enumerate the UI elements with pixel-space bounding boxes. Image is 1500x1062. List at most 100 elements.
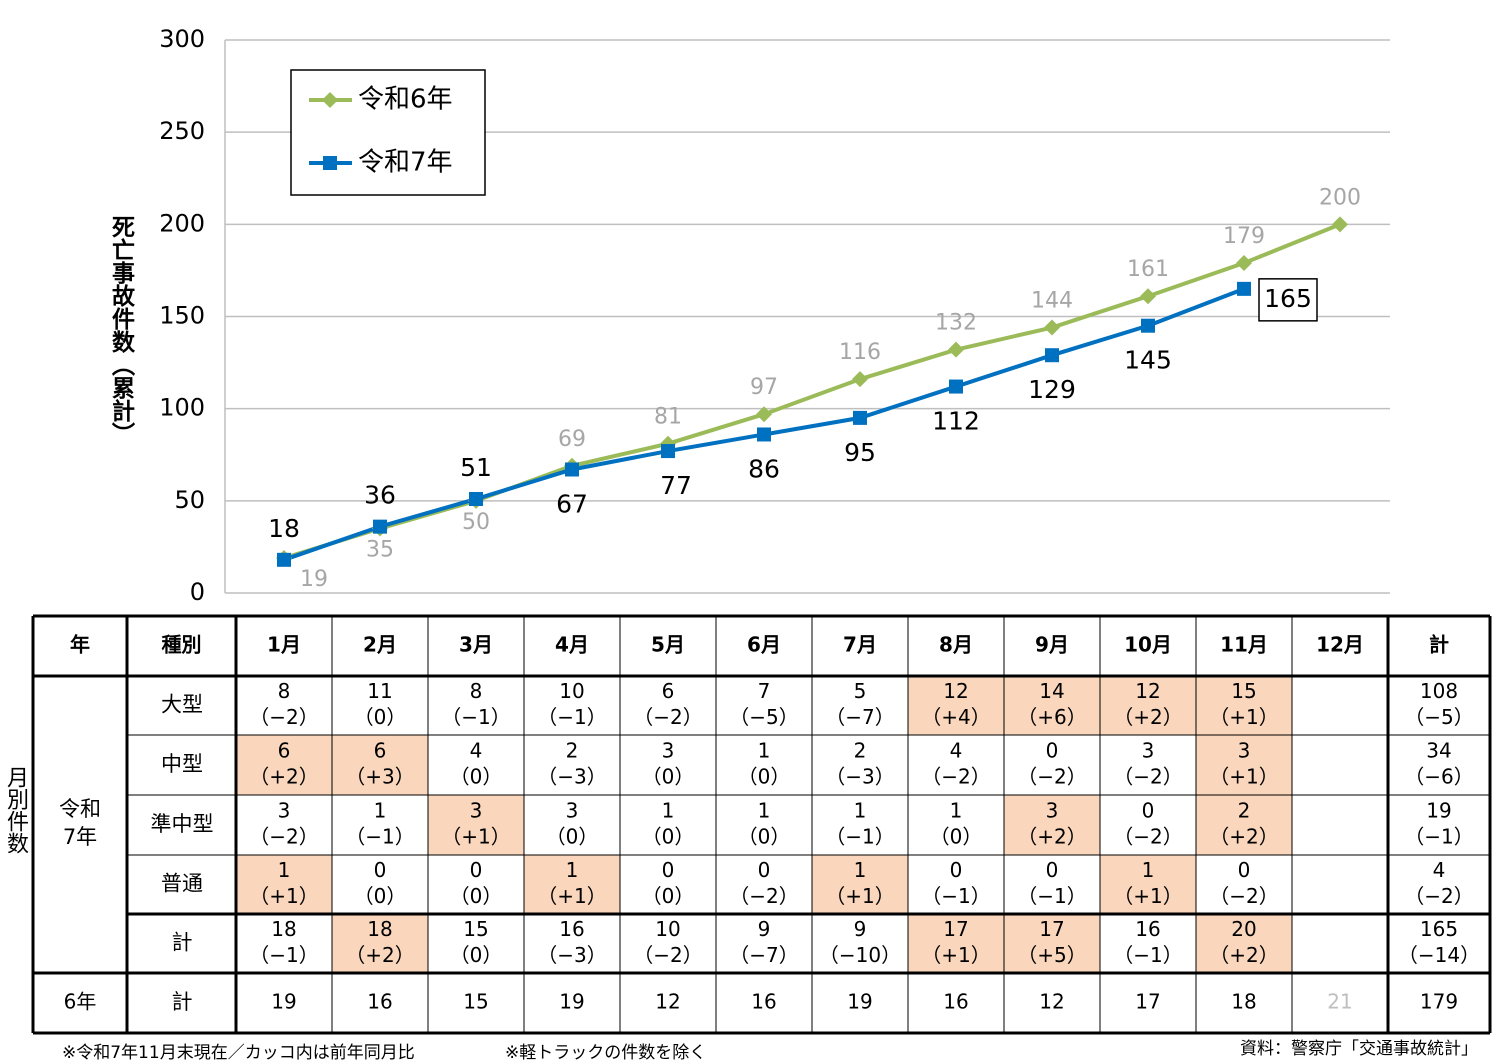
- change: （−7）: [729, 943, 798, 967]
- change: （+6）: [1017, 705, 1086, 729]
- count: 19: [559, 990, 584, 1014]
- count: 179: [1420, 990, 1458, 1014]
- change: （0）: [642, 765, 695, 789]
- count: 0: [662, 858, 675, 882]
- change: （+1）: [537, 884, 606, 908]
- count: 1: [566, 858, 579, 882]
- count: 1: [854, 858, 867, 882]
- value-label: 116: [839, 340, 881, 365]
- count: 18: [271, 917, 296, 941]
- highlight-cell: [1004, 676, 1100, 735]
- change: （−1）: [249, 943, 318, 967]
- legend-box: [290, 69, 486, 196]
- value-label: 19: [300, 567, 328, 592]
- value-label: 36: [364, 481, 396, 510]
- count: 165: [1420, 917, 1458, 941]
- year-label: 6年: [64, 990, 97, 1014]
- header-cell: 10月: [1124, 633, 1172, 657]
- change: （0）: [930, 825, 983, 849]
- y-tick-label: 0: [190, 578, 205, 606]
- count: 1: [758, 739, 771, 763]
- count: 3: [470, 799, 483, 823]
- count: 3: [566, 799, 579, 823]
- change: （0）: [642, 884, 695, 908]
- highlight-cell: [428, 795, 524, 855]
- value-label: 161: [1127, 257, 1169, 282]
- count: 10: [559, 679, 584, 703]
- y-tick-label: 300: [159, 25, 205, 53]
- type-cell: 計: [172, 990, 193, 1014]
- value-label: 200: [1319, 185, 1361, 210]
- header-cell: 11月: [1220, 633, 1268, 657]
- change: （+2）: [1113, 705, 1182, 729]
- point: [661, 444, 675, 459]
- series-line: [283, 286, 1245, 562]
- count: 3: [1046, 799, 1059, 823]
- type-cell: 準中型: [151, 812, 214, 836]
- count: 1: [374, 799, 387, 823]
- change: （−1）: [537, 705, 606, 729]
- point: [1236, 255, 1252, 272]
- count: 9: [758, 917, 771, 941]
- change: （+2）: [249, 765, 318, 789]
- highlight-cell: [1004, 795, 1100, 855]
- table: 年種別 1月 2月 3月 4月 5月 6月 7月 8月 9月 10月 11月 12月 計月別件数 令和7年大…: [3, 614, 1492, 1035]
- change: （0）: [354, 705, 407, 729]
- change: （−2）: [249, 705, 318, 729]
- change: （−3）: [537, 943, 606, 967]
- point: [948, 341, 964, 358]
- point: [1237, 281, 1251, 296]
- change: （−7）: [825, 705, 894, 729]
- count: 11: [367, 679, 392, 703]
- type-cell: 計: [172, 931, 193, 955]
- value-label: 132: [935, 311, 977, 336]
- note: ※令和7年11月末現在／カッコ内は前年同月比: [62, 1043, 415, 1062]
- header-cell: 12月: [1316, 633, 1364, 657]
- change: （+1）: [1209, 705, 1278, 729]
- count: 19: [271, 990, 296, 1014]
- header-cell: 3月: [459, 633, 493, 657]
- change: （+1）: [825, 884, 894, 908]
- count: 1: [758, 799, 771, 823]
- count: 0: [758, 858, 771, 882]
- type-cell: 普通: [161, 872, 203, 896]
- count: 8: [470, 679, 483, 703]
- value-label: 35: [366, 537, 394, 562]
- count: 4: [950, 739, 963, 763]
- count: 6: [278, 739, 291, 763]
- change: （−2）: [1404, 884, 1473, 908]
- y-axis-label: 死亡事故件数（累計）: [108, 215, 136, 445]
- change: （0）: [450, 884, 503, 908]
- header-cell: 5月: [651, 633, 685, 657]
- point: [949, 379, 963, 394]
- count: 0: [1046, 858, 1059, 882]
- highlight-cell: [332, 735, 428, 795]
- change: （−2）: [921, 765, 990, 789]
- count: 9: [854, 917, 867, 941]
- point: [565, 462, 579, 477]
- count: 0: [1046, 739, 1059, 763]
- count: 15: [463, 990, 488, 1014]
- point: [1044, 319, 1060, 336]
- change: （−6）: [1404, 765, 1473, 789]
- header-cell: 2月: [363, 633, 397, 657]
- count: 12: [1039, 990, 1064, 1014]
- highlight-cell: [1004, 914, 1100, 973]
- change: （+2）: [1209, 943, 1278, 967]
- value-label: 95: [844, 438, 876, 467]
- note: ※軽トラックの件数を除く: [505, 1043, 706, 1062]
- count: 16: [1135, 917, 1160, 941]
- change: （0）: [546, 825, 599, 849]
- highlight-cell: [1196, 676, 1292, 735]
- point: [1045, 348, 1059, 363]
- count: 6: [374, 739, 387, 763]
- y-tick-label: 50: [174, 486, 205, 514]
- change: （−1）: [1404, 825, 1473, 849]
- value-label-box: [1258, 278, 1318, 322]
- count: 4: [1433, 858, 1446, 882]
- count: 15: [1231, 679, 1256, 703]
- change: （+4）: [921, 705, 990, 729]
- count: 8: [278, 679, 291, 703]
- legend-marker: [323, 156, 337, 170]
- count: 1: [662, 799, 675, 823]
